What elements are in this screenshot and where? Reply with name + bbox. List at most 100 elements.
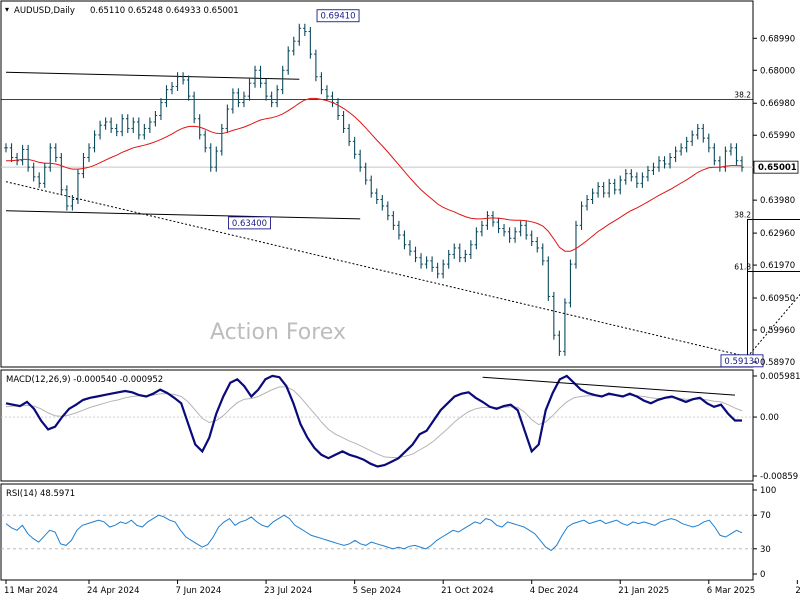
macd-panel xyxy=(1,370,753,481)
macd-layer xyxy=(1,376,753,467)
macd-signal-line xyxy=(6,387,742,458)
price-bar xyxy=(729,143,733,155)
price-bar xyxy=(679,143,683,155)
price-bar xyxy=(397,221,401,240)
price-bar xyxy=(154,111,158,127)
price-bar xyxy=(32,163,36,182)
price-bar xyxy=(37,172,41,188)
rsi-axis-tick-label: 0 xyxy=(760,570,765,580)
price-bar xyxy=(220,124,224,156)
price-bar xyxy=(403,231,407,250)
price-bar xyxy=(469,240,473,259)
price-bar xyxy=(452,243,456,259)
price-bar xyxy=(143,124,147,140)
time-axis-label: 24 Apr 2024 xyxy=(87,586,140,596)
price-bar xyxy=(286,46,290,74)
price-bar xyxy=(701,124,705,143)
price-bar xyxy=(93,130,97,152)
price-bar xyxy=(674,147,678,163)
price-bar xyxy=(369,176,373,198)
price-bar xyxy=(713,143,717,165)
price-bar xyxy=(558,331,562,356)
price-bar xyxy=(109,117,113,133)
price-bar xyxy=(187,75,191,100)
price-bar xyxy=(668,153,672,169)
price-bar xyxy=(253,66,257,88)
price-bar xyxy=(486,211,490,230)
price-bar xyxy=(60,153,64,194)
rsi-panel xyxy=(1,484,753,580)
price-bar xyxy=(408,240,412,256)
price-axis-tick-label: 0.68000 xyxy=(760,66,795,76)
price-bar xyxy=(165,85,169,107)
price-bar xyxy=(547,256,551,301)
price-bar xyxy=(159,98,163,120)
rsi-axis-tick-label: 30 xyxy=(760,545,771,555)
price-bar xyxy=(231,88,235,113)
price-bar xyxy=(292,37,296,56)
price-bar xyxy=(519,221,523,237)
rsi-title: RSI(14) 48.5971 xyxy=(6,489,75,499)
price-bar xyxy=(508,227,512,243)
price-bar xyxy=(563,298,567,356)
price-bar xyxy=(707,134,711,153)
price-bar xyxy=(497,218,501,234)
price-bar xyxy=(281,66,285,94)
price-bar xyxy=(237,88,241,107)
price-bar xyxy=(480,221,484,237)
time-axis-label: 21 Jan 2025 xyxy=(618,586,669,596)
price-bar xyxy=(98,121,102,140)
price-bar xyxy=(358,150,362,172)
price-bar xyxy=(569,260,573,308)
price-bar xyxy=(10,143,14,162)
price-bar xyxy=(214,147,218,172)
price-bar xyxy=(176,72,180,91)
price-bar xyxy=(652,163,656,175)
price-axis-tick-label: 0.65001 xyxy=(758,163,797,173)
time-axis-label: 21 Oct 2024 xyxy=(441,586,494,596)
price-bar xyxy=(464,250,468,262)
price-bar xyxy=(425,256,429,268)
price-bar xyxy=(386,201,390,220)
macd-axis-tick-label: -0.00859 xyxy=(760,472,798,482)
price-bar xyxy=(436,263,440,279)
price-bar xyxy=(120,114,124,136)
symbol-dropdown-icon[interactable]: ▾ xyxy=(5,5,9,14)
price-bar xyxy=(602,182,606,198)
price-bar xyxy=(530,231,534,247)
price-bar xyxy=(353,137,357,159)
price-axis-tick-label: 0.60950 xyxy=(760,294,795,304)
price-bar xyxy=(585,195,589,211)
price-axis-tick-label: 0.61970 xyxy=(760,261,795,271)
price-bar xyxy=(297,24,301,46)
price-bar xyxy=(364,163,368,185)
price-bar xyxy=(264,79,268,101)
price-bar xyxy=(320,72,324,94)
price-bar xyxy=(148,117,152,133)
time-axis-label: 5 Sep 2024 xyxy=(353,586,401,596)
price-bar xyxy=(696,124,700,140)
macd-axis-tick-label: 0.00 xyxy=(760,413,779,423)
price-bar xyxy=(718,156,722,172)
fib-level-label: 38.2 xyxy=(734,211,751,220)
price-bar xyxy=(381,195,385,211)
price-bar xyxy=(663,156,667,168)
price-bar xyxy=(203,130,207,152)
price-bar xyxy=(115,124,119,136)
rsi-axis-tick-label: 100 xyxy=(760,486,776,496)
price-bar xyxy=(104,117,108,129)
price-bar xyxy=(65,185,69,210)
price-bar xyxy=(535,237,539,253)
price-bar xyxy=(309,27,313,59)
price-bar xyxy=(641,172,645,188)
price-bar xyxy=(735,143,739,165)
price-bar xyxy=(26,145,30,172)
price-bar xyxy=(441,260,445,279)
price-bar xyxy=(458,243,462,262)
price-bar xyxy=(248,79,252,101)
price-axis-tick-label: 0.66980 xyxy=(760,99,795,109)
price-bar xyxy=(126,114,130,133)
price-bar xyxy=(430,256,434,272)
